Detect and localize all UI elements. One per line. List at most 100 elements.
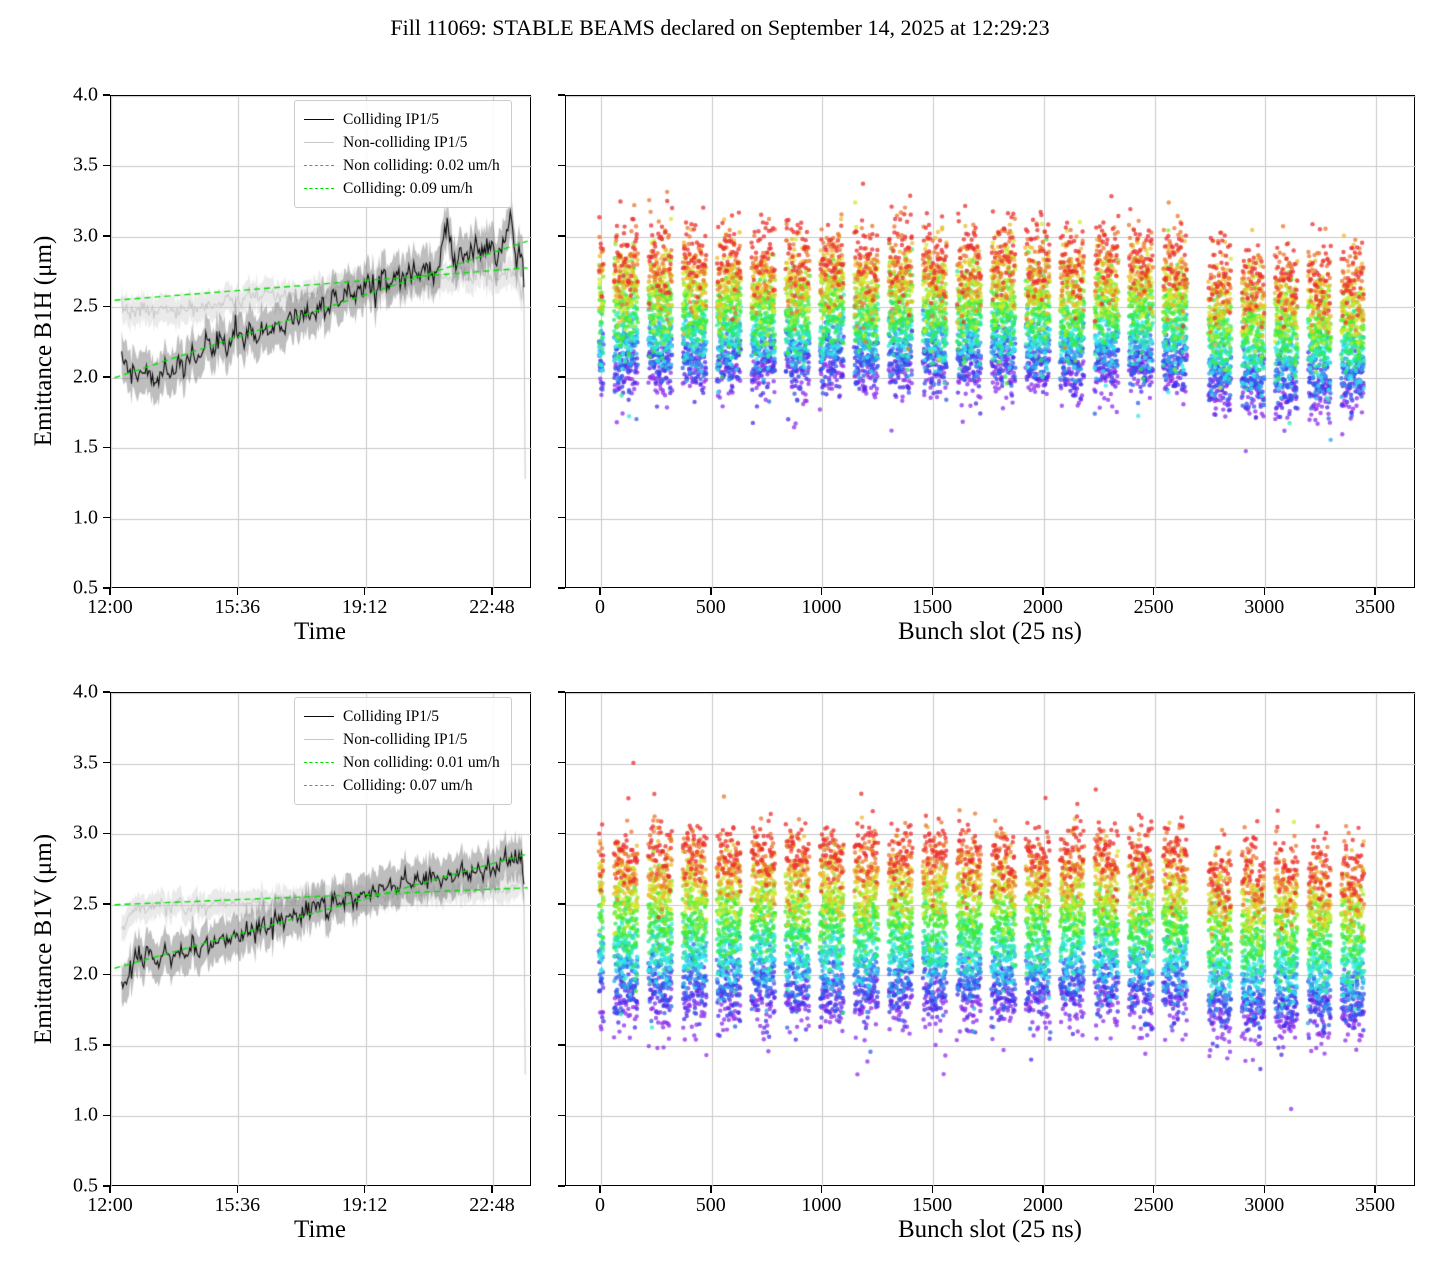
x-tick-label: 1000 — [801, 1194, 842, 1216]
x-tick-mark — [931, 1186, 933, 1193]
y-tick-mark — [103, 164, 110, 167]
y-tick-mark — [558, 164, 565, 167]
x-tick-mark — [931, 588, 933, 595]
plot-b1v-vs-bunch-slot — [565, 692, 1416, 1187]
y-tick-mark — [103, 516, 110, 519]
x-tick-label: 15:36 — [214, 1194, 261, 1216]
y-tick-mark — [558, 903, 565, 905]
x-tick-mark — [1374, 1186, 1376, 1193]
y-tick-mark — [103, 973, 110, 976]
x-axis-label-time-top: Time — [294, 618, 346, 645]
x-tick-mark — [236, 1186, 239, 1193]
x-tick-label: 19:12 — [341, 1194, 388, 1216]
y-tick-mark — [103, 1114, 110, 1117]
y-tick-mark — [558, 516, 565, 519]
y-tick-mark — [103, 376, 110, 378]
y-tick-mark — [103, 235, 110, 237]
x-tick-mark — [820, 1186, 823, 1193]
x-tick-mark — [109, 588, 111, 595]
y-tick-mark — [103, 832, 110, 834]
legend-item-non-colliding: Non-colliding IP1/5 — [304, 131, 500, 154]
legend-item-colliding: Colliding IP1/5 — [304, 108, 500, 131]
x-tick-mark — [1152, 588, 1155, 595]
y-tick-mark — [558, 761, 565, 764]
x-tick-mark — [236, 588, 239, 595]
x-tick-mark — [109, 1186, 111, 1193]
x-tick-mark — [1042, 588, 1044, 595]
y-tick-mark — [103, 305, 110, 308]
y-tick-mark — [103, 1185, 110, 1187]
y-tick-mark — [558, 587, 565, 589]
y-tick-label: 3.5 — [73, 153, 98, 176]
colliding-line-swatch — [304, 716, 334, 717]
y-tick-mark — [558, 305, 565, 308]
y-tick-label: 0.5 — [73, 576, 98, 599]
x-tick-mark — [1042, 1186, 1044, 1193]
y-tick-mark — [558, 376, 565, 378]
legend-label: Colliding IP1/5 — [343, 110, 440, 128]
x-tick-mark — [599, 1186, 601, 1193]
br-plot-canvas — [566, 693, 1416, 1187]
x-tick-label: 3000 — [1244, 596, 1285, 618]
x-tick-label: 12:00 — [87, 596, 133, 618]
legend-item-colliding-rate: Colliding: 0.07 um/h — [304, 774, 500, 797]
legend-item-non-colliding-rate: Non colliding: 0.01 um/h — [304, 751, 500, 774]
y-tick-mark — [558, 1114, 565, 1117]
non-colliding-line-swatch — [304, 142, 334, 143]
legend-label: Non colliding: 0.02 um/h — [343, 156, 500, 174]
figure-title: Fill 11069: STABLE BEAMS declared on Sep… — [390, 15, 1050, 40]
x-tick-mark — [1152, 1186, 1155, 1193]
y-tick-mark — [558, 1185, 565, 1187]
x-tick-label: 15:36 — [214, 596, 261, 618]
x-tick-mark — [491, 588, 493, 595]
y-tick-mark — [103, 903, 110, 905]
legend-label: Non-colliding IP1/5 — [343, 133, 468, 151]
y-tick-label: 3.0 — [73, 821, 98, 844]
y-tick-mark — [103, 94, 110, 96]
x-tick-label: 3000 — [1244, 1194, 1285, 1216]
x-tick-mark — [599, 588, 601, 595]
tr-plot-canvas — [566, 96, 1416, 589]
y-tick-label: 2.5 — [73, 892, 98, 915]
x-tick-label: 19:12 — [341, 596, 388, 618]
x-tick-mark — [710, 1186, 712, 1193]
y-axis-label-b1h: Emittance B1H (μm) — [30, 235, 57, 447]
y-tick-mark — [103, 1044, 110, 1046]
y-tick-label: 3.5 — [73, 751, 98, 774]
trend-dashed-swatch — [304, 762, 334, 763]
y-tick-mark — [103, 691, 110, 693]
y-axis-label-b1v: Emittance B1V (μm) — [30, 833, 57, 1045]
y-tick-label: 1.0 — [73, 506, 98, 529]
colliding-line-swatch — [304, 119, 334, 120]
x-tick-label: 0 — [595, 1194, 605, 1216]
legend-b1h: Colliding IP1/5 Non-colliding IP1/5 Non … — [294, 100, 512, 208]
legend-item-non-colliding: Non-colliding IP1/5 — [304, 728, 500, 751]
plot-b1h-vs-bunch-slot — [565, 95, 1416, 589]
y-tick-mark — [558, 973, 565, 976]
y-tick-label: 2.0 — [73, 365, 98, 388]
legend-item-colliding: Colliding IP1/5 — [304, 705, 500, 728]
legend-item-non-colliding-rate: Non colliding: 0.02 um/h — [304, 154, 500, 177]
legend-label: Colliding: 0.07 um/h — [343, 776, 473, 794]
y-tick-label: 4.0 — [73, 83, 98, 106]
x-axis-label-bunch-top: Bunch slot (25 ns) — [897, 618, 1083, 645]
legend-item-colliding-rate: Colliding: 0.09 um/h — [304, 177, 500, 200]
y-tick-mark — [558, 235, 565, 237]
y-tick-label: 2.0 — [73, 962, 98, 985]
legend-label: Colliding IP1/5 — [343, 707, 440, 725]
x-tick-label: 500 — [695, 596, 726, 618]
y-tick-mark — [558, 94, 565, 96]
x-tick-label: 2000 — [1022, 1194, 1063, 1216]
x-tick-mark — [364, 1186, 366, 1193]
x-axis-label-bunch-bottom: Bunch slot (25 ns) — [897, 1216, 1083, 1243]
legend-label: Colliding: 0.09 um/h — [343, 179, 473, 197]
y-tick-label: 4.0 — [73, 680, 98, 703]
legend-b1v: Colliding IP1/5 Non-colliding IP1/5 Non … — [294, 697, 512, 805]
y-tick-label: 1.5 — [73, 435, 98, 458]
x-tick-mark — [1263, 588, 1266, 595]
x-tick-label: 3500 — [1355, 596, 1395, 618]
y-tick-label: 2.5 — [73, 294, 98, 317]
x-tick-label: 22:48 — [469, 596, 515, 618]
y-tick-label: 1.5 — [73, 1033, 98, 1056]
